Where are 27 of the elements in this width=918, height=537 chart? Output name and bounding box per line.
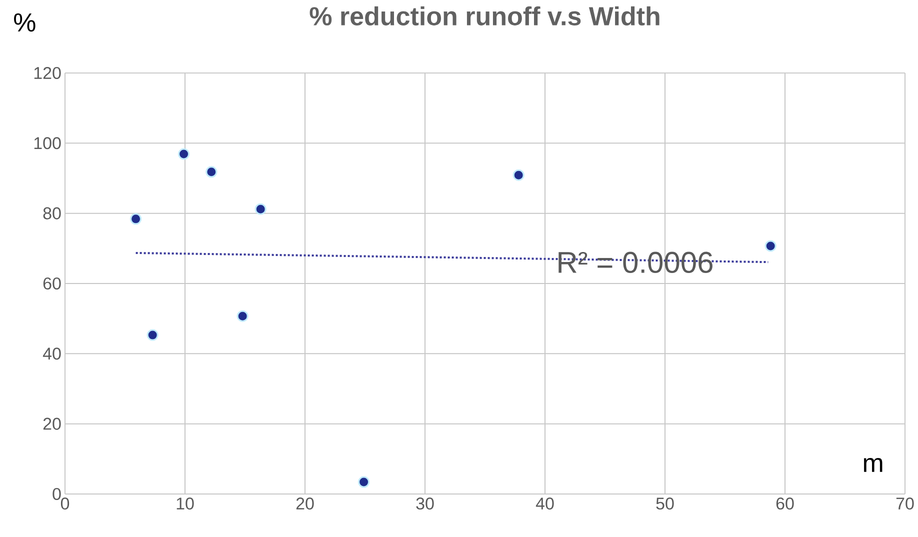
point xyxy=(236,310,248,322)
point xyxy=(130,213,142,225)
x-tick-label: 40 xyxy=(536,498,554,510)
point xyxy=(254,203,266,215)
chart-title: % reduction runoff v.s Width xyxy=(310,6,660,26)
y-tick-label: 80 xyxy=(43,207,61,220)
x-tick-label: 50 xyxy=(656,498,674,510)
x-axis-title: m xyxy=(864,458,882,472)
point xyxy=(178,148,190,160)
point xyxy=(512,169,524,181)
x-tick-label: 20 xyxy=(296,498,314,510)
x-tick-label: 70 xyxy=(896,498,914,510)
x-tick-label: 60 xyxy=(776,498,794,510)
point xyxy=(146,329,158,341)
y-tick-label: 60 xyxy=(43,277,61,290)
point xyxy=(358,476,370,488)
point xyxy=(764,240,776,252)
y-axis-title: % xyxy=(14,13,36,32)
y-tick-label: 100 xyxy=(34,137,61,150)
y-tick-label: 0 xyxy=(52,488,61,500)
x-tick-label: 0 xyxy=(60,498,70,510)
y-tick-label: 120 xyxy=(34,66,61,80)
y-tick-label: 40 xyxy=(42,348,61,360)
x-tick-label: 10 xyxy=(176,498,194,510)
point xyxy=(206,166,218,178)
y-tick-label: 20 xyxy=(43,418,61,430)
x-tick-label: 30 xyxy=(416,498,434,510)
